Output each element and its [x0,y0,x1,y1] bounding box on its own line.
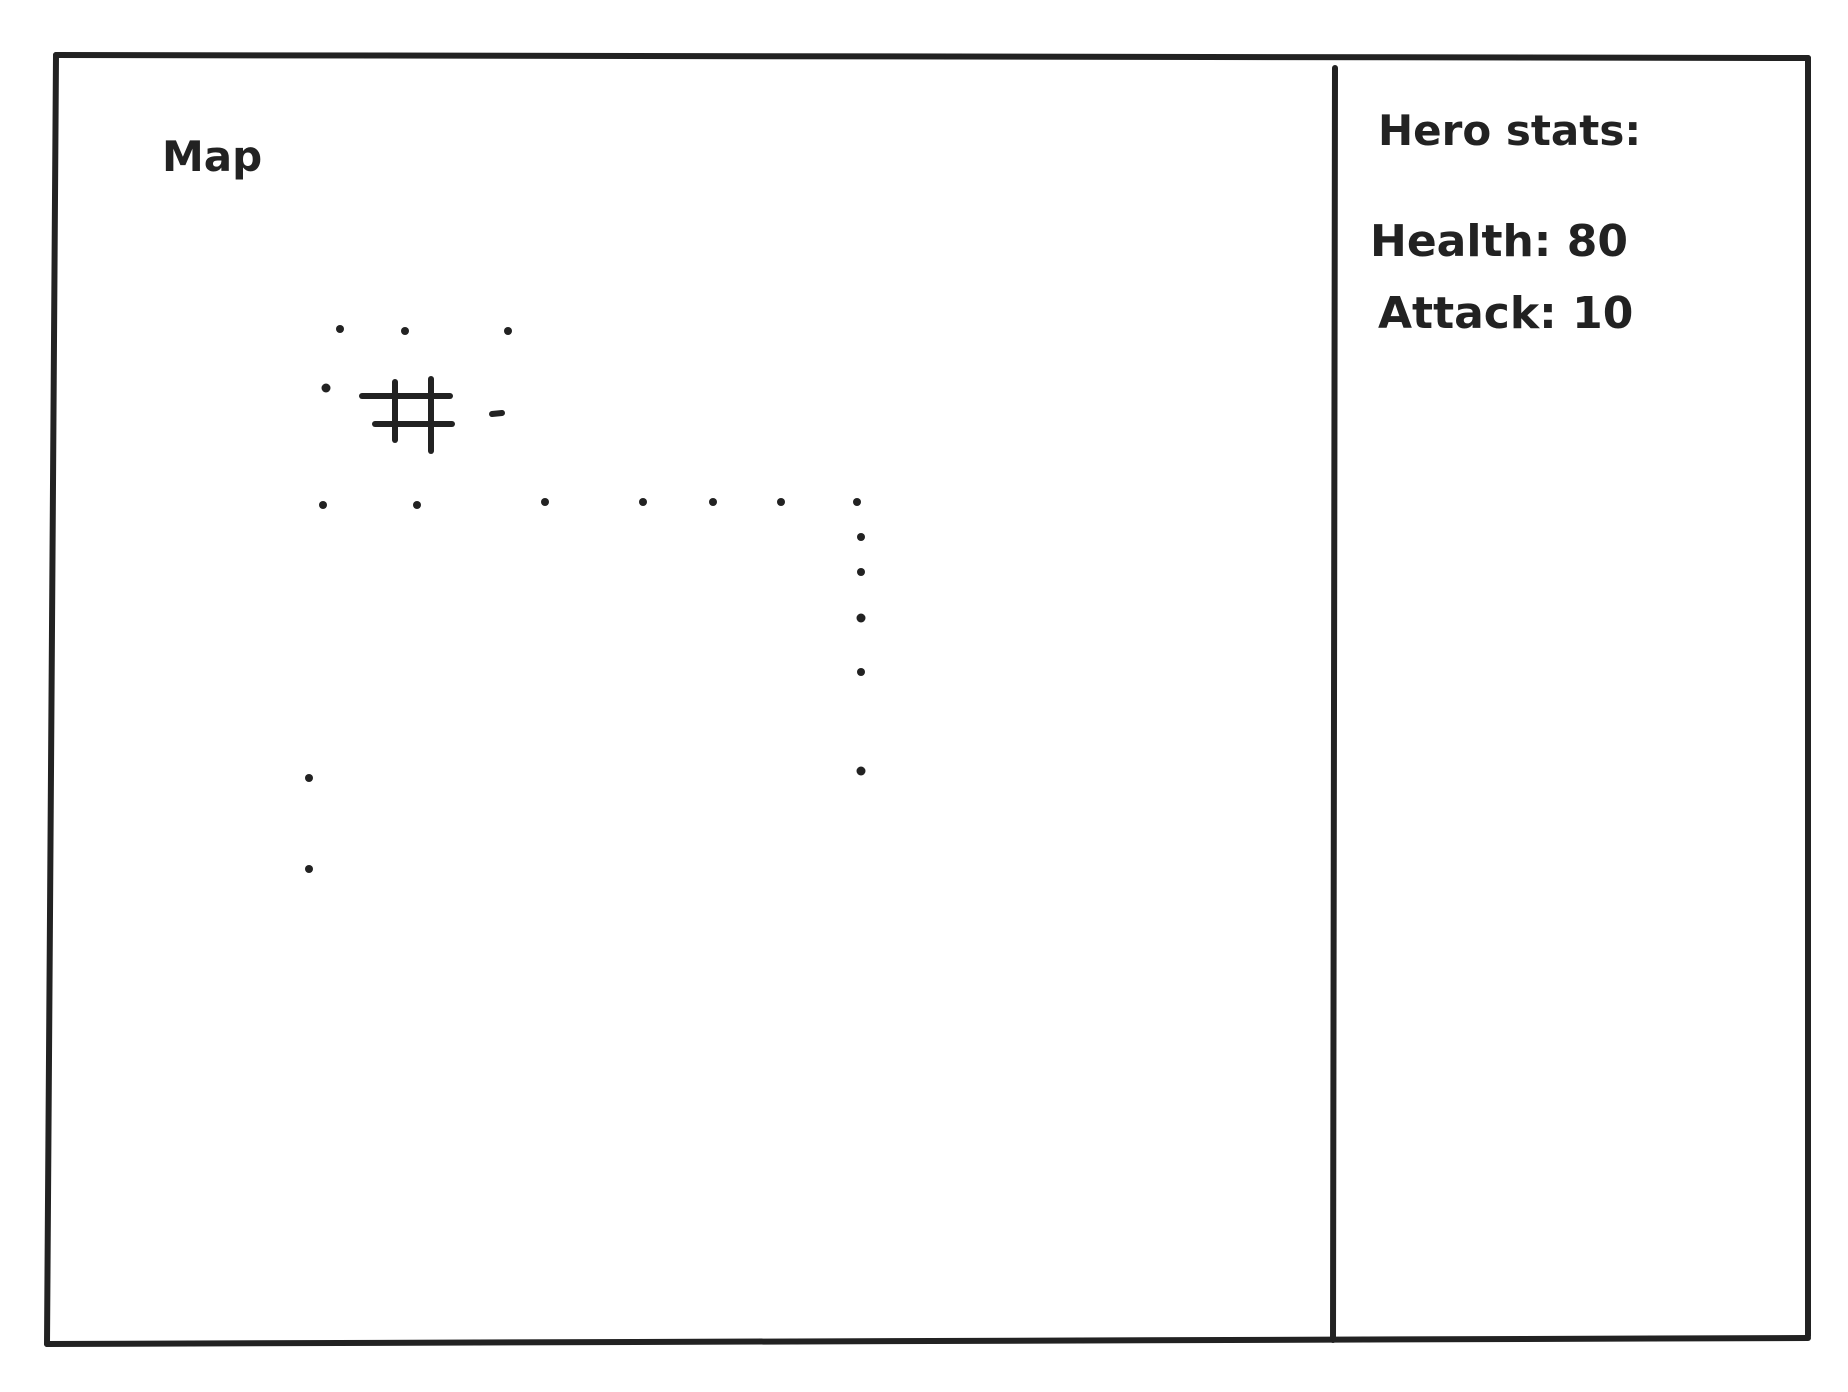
floor-dot-icon [336,325,344,333]
floor-dot-icon [321,383,331,393]
map-title: Map [162,132,263,181]
frame-left-edge [44,52,59,1347]
floor-dot-icon [853,498,861,506]
floor-dot-icon [639,498,647,506]
floor-dot-icon [777,498,785,506]
floor-dot-icon [857,533,865,541]
frame-bottom-edge [44,1335,1811,1347]
player-hash-icon [359,376,455,454]
floor-dot-icon [401,327,409,335]
attack-stat: Attack: 10 [1378,292,1633,336]
panel-divider [1330,65,1338,1343]
outer-frame [44,52,1811,1347]
floor-dot-icon [857,568,865,576]
dash-icon [489,410,505,417]
floor-dot-icon [504,327,512,335]
floor-dot-icon [319,501,327,509]
floor-dot-icon [709,498,717,506]
attack-label: Attack: [1378,288,1557,339]
frame-top-edge [53,52,1811,61]
floor-dot-icon [856,613,866,623]
floor-dot-icon [413,501,421,509]
floor-dot-icon [856,766,866,776]
health-stat: Health: 80 [1370,220,1628,264]
floor-dot-icon [541,498,549,506]
floor-dot-icon [305,865,313,873]
health-label: Health: [1370,216,1552,267]
floor-dot-icon [857,668,865,676]
floor-dot-icon [305,774,313,782]
floor-dot-icons [305,325,866,873]
health-value: 80 [1566,216,1628,267]
hero-stats-title: Hero stats: [1378,106,1642,155]
attack-value: 10 [1572,288,1634,339]
